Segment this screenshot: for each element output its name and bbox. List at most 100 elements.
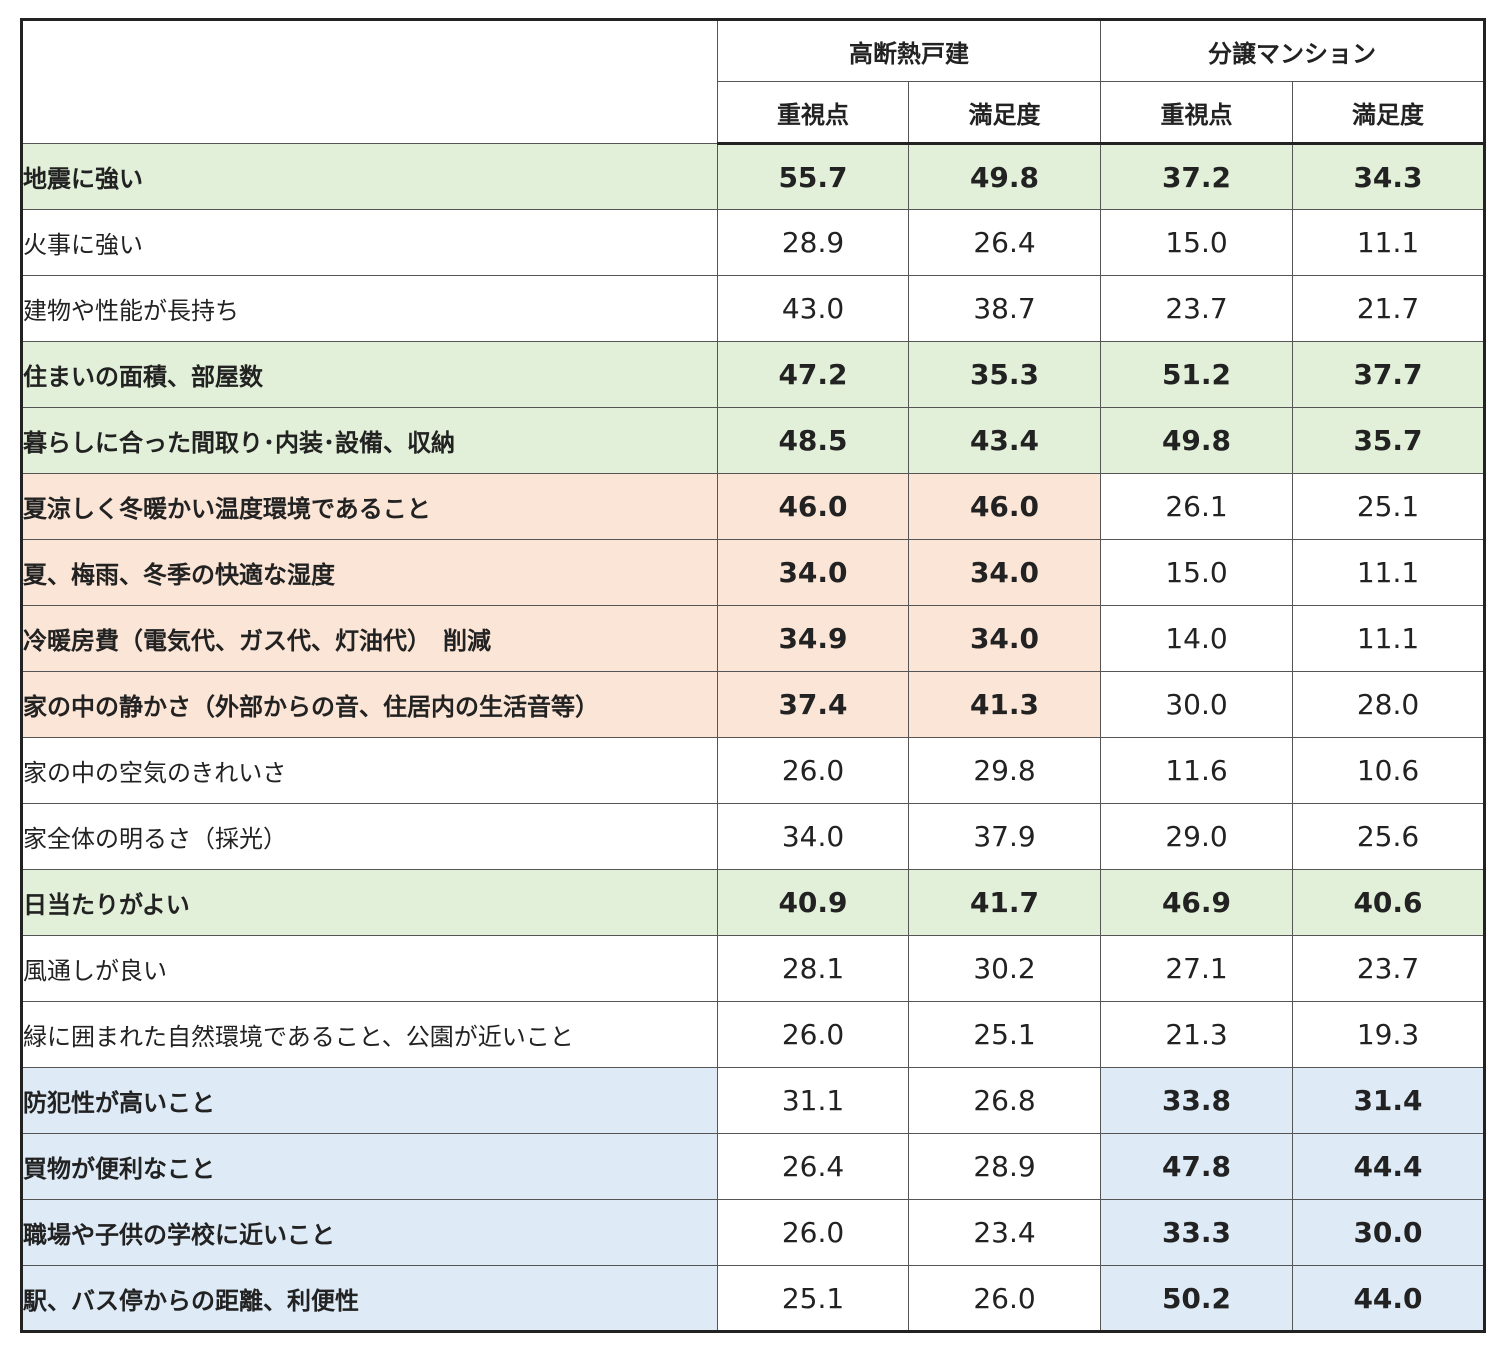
value-satisfaction-condo: 11.1	[1292, 605, 1485, 672]
row-label: 日当たりがよい	[21, 869, 718, 936]
value-importance-house: 26.0	[717, 737, 909, 804]
value-satisfaction-house: 29.8	[908, 737, 1101, 804]
row-label: 地震に強い	[21, 143, 718, 210]
value-importance-condo: 30.0	[1100, 671, 1293, 738]
value-satisfaction-house: 34.0	[908, 605, 1101, 672]
value-importance-condo: 33.8	[1100, 1067, 1293, 1134]
header-row-columns: 重視点 満足度 重視点 満足度	[22, 81, 1485, 145]
value-importance-house: 46.0	[717, 473, 909, 540]
row-label: 家の中の空気のきれいさ	[21, 737, 718, 804]
value-satisfaction-condo: 25.6	[1292, 803, 1485, 870]
value-satisfaction-house: 46.0	[908, 473, 1101, 540]
value-importance-house: 28.1	[717, 935, 909, 1002]
value-importance-condo: 51.2	[1100, 341, 1293, 408]
col-header-satisfaction-condo: 満足度	[1292, 81, 1485, 145]
row-label: 風通しが良い	[21, 935, 718, 1002]
table-row: 火事に強い 28.9 26.4 15.0 11.1	[21, 209, 1485, 276]
value-importance-house: 55.7	[717, 143, 909, 210]
value-importance-condo: 49.8	[1100, 407, 1293, 474]
group-header-condominium: 分譲マンション	[1100, 19, 1485, 82]
value-importance-condo: 27.1	[1100, 935, 1293, 1002]
value-satisfaction-house: 26.8	[908, 1067, 1101, 1134]
value-importance-condo: 15.0	[1100, 209, 1293, 276]
corner-cell	[21, 19, 718, 144]
value-satisfaction-condo: 11.1	[1292, 209, 1485, 276]
value-importance-house: 43.0	[717, 275, 909, 342]
value-importance-house: 40.9	[717, 869, 909, 936]
comparison-table: 高断熱戸建 分譲マンション 重視点 満足度 重視点 満足度 地震に強い 55.7 4…	[20, 18, 1486, 1333]
value-importance-house: 26.4	[717, 1133, 909, 1200]
row-label: 火事に強い	[21, 209, 718, 276]
value-satisfaction-house: 28.9	[908, 1133, 1101, 1200]
table-row: 建物や性能が長持ち 43.0 38.7 23.7 21.7	[21, 275, 1485, 342]
value-satisfaction-house: 41.3	[908, 671, 1101, 738]
value-satisfaction-condo: 35.7	[1292, 407, 1485, 474]
row-label: 買物が便利なこと	[21, 1133, 718, 1200]
col-header-satisfaction-house: 満足度	[908, 81, 1101, 145]
table-row: 夏涼しく冬暖かい温度環境であること 46.0 46.0 26.1 25.1	[21, 473, 1485, 540]
row-label: 夏涼しく冬暖かい温度環境であること	[21, 473, 718, 540]
header-row-groups: 高断熱戸建 分譲マンション	[21, 19, 1485, 144]
table-row: 家全体の明るさ（採光） 34.0 37.9 29.0 25.6	[21, 803, 1485, 870]
table-row: 防犯性が高いこと 31.1 26.8 33.8 31.4	[21, 1067, 1485, 1134]
value-importance-house: 37.4	[717, 671, 909, 738]
value-importance-condo: 37.2	[1100, 143, 1293, 210]
value-satisfaction-condo: 34.3	[1292, 143, 1485, 210]
value-importance-condo: 14.0	[1100, 605, 1293, 672]
group-header-detached-house: 高断熱戸建	[717, 19, 1101, 82]
value-importance-condo: 50.2	[1100, 1265, 1293, 1332]
value-satisfaction-condo: 21.7	[1292, 275, 1485, 342]
table-row: 家の中の静かさ（外部からの音、住居内の生活音等） 37.4 41.3 30.0 28.0	[21, 671, 1485, 738]
table-row: 住まいの面積、部屋数 47.2 35.3 51.2 37.7	[21, 341, 1485, 408]
value-satisfaction-condo: 11.1	[1292, 539, 1485, 606]
row-label: 暮らしに合った間取り･内装･設備、収納	[21, 407, 718, 474]
value-satisfaction-house: 38.7	[908, 275, 1101, 342]
value-satisfaction-condo: 44.0	[1292, 1265, 1485, 1332]
row-label: 住まいの面積、部屋数	[21, 341, 718, 408]
value-satisfaction-condo: 28.0	[1292, 671, 1485, 738]
row-label: 家の中の静かさ（外部からの音、住居内の生活音等）	[21, 671, 718, 738]
value-satisfaction-condo: 44.4	[1292, 1133, 1485, 1200]
table-row: 駅、バス停からの距離、利便性 25.1 26.0 50.2 44.0	[21, 1265, 1485, 1332]
value-satisfaction-condo: 23.7	[1292, 935, 1485, 1002]
value-importance-condo: 47.8	[1100, 1133, 1293, 1200]
value-satisfaction-condo: 40.6	[1292, 869, 1485, 936]
table-row: 風通しが良い 28.1 30.2 27.1 23.7	[21, 935, 1485, 1002]
table-body: 地震に強い 55.7 49.8 37.2 34.3 火事に強い 28.9 26.4 15.0 11…	[21, 143, 1485, 1332]
value-satisfaction-house: 26.4	[908, 209, 1101, 276]
value-importance-condo: 46.9	[1100, 869, 1293, 936]
value-satisfaction-house: 25.1	[908, 1001, 1101, 1068]
value-satisfaction-house: 35.3	[908, 341, 1101, 408]
value-importance-condo: 29.0	[1100, 803, 1293, 870]
value-importance-condo: 23.7	[1100, 275, 1293, 342]
value-satisfaction-house: 23.4	[908, 1199, 1101, 1266]
value-importance-condo: 15.0	[1100, 539, 1293, 606]
row-label: 夏、梅雨、冬季の快適な湿度	[21, 539, 718, 606]
value-satisfaction-condo: 37.7	[1292, 341, 1485, 408]
value-importance-house: 34.0	[717, 539, 909, 606]
row-label: 家全体の明るさ（採光）	[21, 803, 718, 870]
table-header: 高断熱戸建 分譲マンション 重視点 満足度 重視点 満足度	[21, 19, 1485, 145]
col-header-importance-house: 重視点	[717, 81, 909, 145]
row-label: 駅、バス停からの距離、利便性	[21, 1265, 718, 1332]
table-row: 家の中の空気のきれいさ 26.0 29.8 11.6 10.6	[21, 737, 1485, 804]
row-label: 建物や性能が長持ち	[21, 275, 718, 342]
value-importance-house: 28.9	[717, 209, 909, 276]
table-row: 地震に強い 55.7 49.8 37.2 34.3	[21, 143, 1485, 210]
col-header-importance-condo: 重視点	[1100, 81, 1293, 145]
value-importance-condo: 11.6	[1100, 737, 1293, 804]
value-satisfaction-condo: 30.0	[1292, 1199, 1485, 1266]
table-row: 暮らしに合った間取り･内装･設備、収納 48.5 43.4 49.8 35.7	[21, 407, 1485, 474]
value-satisfaction-house: 26.0	[908, 1265, 1101, 1332]
value-importance-house: 34.0	[717, 803, 909, 870]
value-satisfaction-condo: 25.1	[1292, 473, 1485, 540]
value-satisfaction-house: 49.8	[908, 143, 1101, 210]
value-satisfaction-house: 43.4	[908, 407, 1101, 474]
row-label: 防犯性が高いこと	[21, 1067, 718, 1134]
value-importance-house: 26.0	[717, 1001, 909, 1068]
table-row: 日当たりがよい 40.9 41.7 46.9 40.6	[21, 869, 1485, 936]
row-label: 緑に囲まれた自然環境であること、公園が近いこと	[21, 1001, 718, 1068]
value-importance-house: 47.2	[717, 341, 909, 408]
value-importance-house: 26.0	[717, 1199, 909, 1266]
value-importance-condo: 26.1	[1100, 473, 1293, 540]
